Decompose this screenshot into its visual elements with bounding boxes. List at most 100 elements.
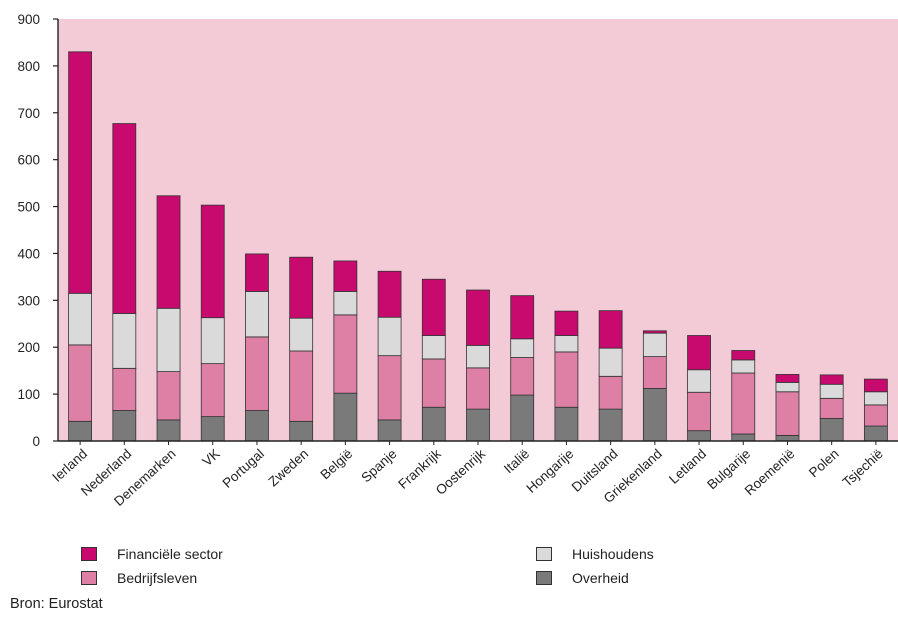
y-tick-label-500: 500 bbox=[17, 200, 40, 215]
bar-roemenie-huishoudens bbox=[775, 381, 800, 393]
x-tick-label-italie: Italië bbox=[501, 446, 532, 476]
bar-tsjechie-huishoudens bbox=[863, 391, 888, 406]
bar-italie-financiele-sector bbox=[510, 295, 535, 340]
bar-portugal-financiele-sector bbox=[245, 253, 269, 292]
bar-polen-financiele-sector bbox=[819, 374, 844, 385]
x-tick-label-tsjechie: Tsjechië bbox=[840, 446, 886, 490]
bar-vk-financiele-sector bbox=[200, 204, 225, 319]
bar-frankrijk-huishoudens bbox=[421, 335, 446, 360]
bar-griekenland-bedrijfsleven bbox=[642, 356, 667, 389]
bar-duitsland-huishoudens bbox=[598, 347, 623, 377]
source-note: Bron: Eurostat bbox=[10, 596, 103, 612]
bar-denemarken-financiele-sector bbox=[156, 195, 181, 309]
y-tick-label-400: 400 bbox=[17, 246, 40, 261]
bar-spanje-huishoudens bbox=[377, 316, 402, 357]
bar-spanje-bedrijfsleven bbox=[377, 355, 402, 421]
bar-italie-huishoudens bbox=[510, 338, 535, 358]
bar-ierland-overheid bbox=[68, 420, 93, 442]
bar-bulgarije-huishoudens bbox=[731, 359, 756, 374]
bar-italie-bedrijfsleven bbox=[510, 357, 535, 396]
bar-denemarken-huishoudens bbox=[156, 307, 181, 372]
y-tick-label-700: 700 bbox=[17, 106, 40, 121]
bar-duitsland-financiele-sector bbox=[598, 310, 623, 349]
bar-hongarije-huishoudens bbox=[554, 335, 579, 353]
y-tick-label-100: 100 bbox=[17, 387, 40, 402]
bar-denemarken-bedrijfsleven bbox=[156, 371, 181, 421]
bar-belgie-financiele-sector bbox=[333, 260, 358, 292]
bar-ierland-huishoudens bbox=[68, 292, 93, 346]
bar-tsjechie-overheid bbox=[863, 425, 888, 442]
bar-bulgarije-bedrijfsleven bbox=[731, 372, 756, 435]
bar-oostenrijk-bedrijfsleven bbox=[466, 367, 490, 410]
bar-oostenrijk-huishoudens bbox=[466, 344, 490, 369]
bar-griekenland-financiele-sector bbox=[642, 330, 667, 334]
bar-roemenie-financiele-sector bbox=[775, 374, 800, 383]
x-tick-label-polen: Polen bbox=[806, 446, 842, 480]
bar-nederland-huishoudens bbox=[112, 313, 137, 369]
bar-letland-bedrijfsleven bbox=[687, 391, 711, 432]
bar-bulgarije-financiele-sector bbox=[731, 350, 756, 361]
bar-italie-overheid bbox=[510, 394, 535, 442]
bar-spanje-financiele-sector bbox=[377, 270, 402, 318]
bar-roemenie-overheid bbox=[775, 434, 800, 442]
bar-tsjechie-bedrijfsleven bbox=[863, 404, 888, 427]
bar-denemarken-overheid bbox=[156, 419, 181, 442]
bar-vk-overheid bbox=[200, 416, 225, 442]
y-tick-label-900: 900 bbox=[17, 12, 40, 27]
bar-hongarije-financiele-sector bbox=[554, 310, 579, 336]
bar-zweden-bedrijfsleven bbox=[289, 350, 314, 422]
x-tick-label-vk: VK bbox=[199, 446, 222, 469]
y-tick-label-600: 600 bbox=[17, 153, 40, 168]
bar-oostenrijk-financiele-sector bbox=[466, 289, 490, 346]
bar-belgie-bedrijfsleven bbox=[333, 314, 358, 394]
x-tick-label-portugal: Portugal bbox=[220, 446, 267, 491]
bar-portugal-huishoudens bbox=[245, 291, 269, 338]
x-tick-label-hongarije: Hongarije bbox=[523, 446, 576, 496]
x-tick-label-letland: Letland bbox=[666, 446, 709, 487]
bar-belgie-huishoudens bbox=[333, 291, 358, 316]
x-tick-label-zweden: Zweden bbox=[265, 446, 311, 489]
x-tick-label-spanje: Spanje bbox=[358, 446, 399, 485]
bar-zweden-huishoudens bbox=[289, 317, 314, 352]
bar-belgie-overheid bbox=[333, 392, 358, 442]
bar-vk-huishoudens bbox=[200, 317, 225, 365]
bar-griekenland-overheid bbox=[642, 388, 667, 442]
x-tick-label-belgie: België bbox=[317, 446, 355, 482]
bar-letland-financiele-sector bbox=[687, 335, 711, 371]
bar-polen-bedrijfsleven bbox=[819, 397, 844, 419]
bar-frankrijk-bedrijfsleven bbox=[421, 358, 446, 408]
y-tick-label-200: 200 bbox=[17, 340, 40, 355]
bar-letland-overheid bbox=[687, 430, 711, 442]
bar-roemenie-bedrijfsleven bbox=[775, 391, 800, 436]
bar-letland-huishoudens bbox=[687, 369, 711, 393]
x-tick-label-ierland: Ierland bbox=[49, 446, 90, 485]
bar-spanje-overheid bbox=[377, 419, 402, 442]
bar-frankrijk-financiele-sector bbox=[421, 278, 446, 336]
x-tick-label-oostenrijk: Oostenrijk bbox=[433, 446, 488, 498]
bar-duitsland-bedrijfsleven bbox=[598, 375, 623, 410]
bar-ierland-financiele-sector bbox=[68, 51, 93, 294]
y-tick-label-0: 0 bbox=[32, 434, 40, 449]
bar-tsjechie-financiele-sector bbox=[863, 378, 888, 393]
bar-zweden-financiele-sector bbox=[289, 256, 314, 319]
bar-portugal-bedrijfsleven bbox=[245, 336, 269, 411]
y-tick-label-800: 800 bbox=[17, 59, 40, 74]
bar-griekenland-huishoudens bbox=[642, 332, 667, 358]
bar-nederland-overheid bbox=[112, 410, 137, 442]
bar-oostenrijk-overheid bbox=[466, 408, 490, 442]
bar-ierland-bedrijfsleven bbox=[68, 344, 93, 422]
bar-nederland-financiele-sector bbox=[112, 123, 137, 314]
bar-polen-overheid bbox=[819, 418, 844, 442]
bar-hongarije-overheid bbox=[554, 406, 579, 442]
y-tick-label-300: 300 bbox=[17, 293, 40, 308]
bar-nederland-bedrijfsleven bbox=[112, 367, 137, 411]
bar-zweden-overheid bbox=[289, 420, 314, 442]
bar-frankrijk-overheid bbox=[421, 406, 446, 442]
bar-hongarije-bedrijfsleven bbox=[554, 351, 579, 408]
bar-vk-bedrijfsleven bbox=[200, 363, 225, 418]
bar-bulgarije-overheid bbox=[731, 433, 756, 442]
bar-duitsland-overheid bbox=[598, 408, 623, 442]
bar-polen-huishoudens bbox=[819, 383, 844, 399]
bar-portugal-overheid bbox=[245, 410, 269, 442]
